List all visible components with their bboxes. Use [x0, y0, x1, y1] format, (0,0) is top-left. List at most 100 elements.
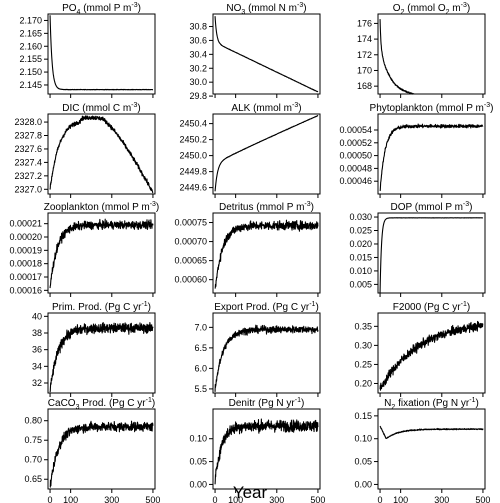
y-tick-label: 0.00065: [174, 256, 207, 266]
panel-title: DOP (mmol P m-3): [391, 201, 473, 213]
y-tick-label: 0.00070: [174, 237, 207, 247]
panel-12: F2000 (Pg C yr-1) 0.20 0.25 0.30 0.35: [354, 301, 486, 397]
y-tick-label: 32: [32, 378, 42, 388]
series-line: [214, 16, 319, 93]
title-text: (mmol P m: [80, 3, 131, 14]
series-line: [49, 321, 154, 393]
y-tick-label: 2.165: [19, 28, 42, 38]
series-line: [49, 218, 154, 289]
title-superscript: -3: [304, 201, 310, 208]
panel-4: DIC (mmol C m-3) 2327.0 2327.2 2327.4 2327.6…: [14, 102, 156, 198]
panel-title: Phytoplankton (mmol P m-3): [370, 102, 494, 114]
y-tick-label: 0.00020: [9, 232, 42, 242]
plot-frame: [212, 312, 321, 394]
series-line: [379, 123, 484, 192]
panel-title: F2000 (Pg C yr-1): [393, 301, 470, 313]
title-text: ): [138, 3, 141, 14]
panel-1: PO4 (mmol P m-3) 2.145 2.150 2.155 2.160 2.16…: [19, 2, 156, 98]
y-tick-label: 0.00017: [9, 272, 42, 282]
panel-title: Denitr (Pg N yr-1): [229, 397, 305, 409]
plot-frame: [47, 212, 156, 294]
y-tick-label: 0.75: [24, 435, 42, 445]
panel-14: Denitr (Pg N yr-1) 0.00 0.05 0.10 0 100 300 500: [189, 397, 325, 503]
y-tick-label: 36: [32, 345, 42, 355]
title-text: CaCO: [48, 398, 76, 409]
panel-5: ALK (mmol m-3) 2449.6 2449.8 2450.0 2450.2 24…: [179, 102, 321, 198]
title-text: ): [467, 3, 470, 14]
y-tick-label: 0.00054: [339, 125, 372, 135]
x-tick-label: 100: [393, 495, 408, 503]
title-text: N: [384, 398, 391, 409]
y-tick-label: 0.70: [24, 455, 42, 465]
y-tick-label: 172: [357, 50, 372, 60]
panel-title: PO4 (mmol P m-3): [62, 2, 141, 16]
title-superscript: -1: [461, 301, 467, 308]
y-tick-label: 0.00021: [9, 219, 42, 229]
title-superscript: -1: [146, 397, 152, 404]
title-text: Detritus (mmol P m: [219, 202, 304, 213]
series-line: [379, 19, 484, 95]
y-tick-label: 0.25: [354, 359, 372, 369]
series-line: [214, 324, 319, 392]
y-tick-label: 176: [357, 18, 372, 28]
y-tick-label: 2.145: [19, 80, 42, 90]
title-superscript: -1: [469, 397, 475, 404]
y-tick-label: 0.00019: [9, 245, 42, 255]
title-superscript: -3: [150, 201, 156, 208]
plot-frame: [47, 408, 156, 490]
y-tick-label: 0.00075: [174, 218, 207, 228]
y-tick-label: 2449.8: [179, 167, 207, 177]
y-tick-label: 2450.0: [179, 151, 207, 161]
plot-frame: [377, 312, 486, 394]
plot-frame: [212, 408, 321, 490]
series-line: [214, 219, 319, 289]
series-line: [379, 425, 484, 440]
y-tick-label: 0.00018: [9, 259, 42, 269]
title-text: ): [152, 398, 155, 409]
y-tick-label: 0.15: [354, 411, 372, 421]
y-tick-label: 0.35: [354, 321, 372, 331]
series-line: [49, 15, 154, 91]
title-text: ): [490, 103, 493, 114]
panel-title: Prim. Prod. (Pg C yr-1): [52, 301, 151, 313]
title-superscript: -3: [131, 102, 137, 109]
title-text: ): [315, 302, 318, 313]
y-tick-label: 6.0: [194, 363, 207, 373]
title-text: ): [475, 398, 478, 409]
y-tick-label: 2.150: [19, 67, 42, 77]
series-line: [49, 420, 154, 488]
title-superscript: -3: [131, 2, 137, 9]
y-tick-label: 0.20: [354, 378, 372, 388]
y-tick-label: 0.00048: [339, 163, 372, 173]
title-subscript: 3: [76, 404, 80, 411]
y-tick-label: 0.020: [349, 239, 372, 249]
y-tick-label: 34: [32, 361, 42, 371]
y-tick-label: 0.00060: [174, 275, 207, 285]
title-text: (mmol O: [404, 3, 445, 14]
title-text: fixation (Pg N yr: [395, 398, 470, 409]
y-tick-label: 2450.4: [179, 119, 207, 129]
plot-frame: [47, 312, 156, 394]
plot-frame: [47, 113, 156, 195]
title-text: O: [393, 3, 401, 14]
series-line: [214, 418, 319, 485]
y-tick-label: 0.00: [354, 479, 372, 489]
y-tick-label: 0.00: [189, 479, 207, 489]
title-text: ALK (mmol m: [231, 103, 292, 114]
plot-frame: [377, 113, 486, 195]
y-tick-label: 0.80: [24, 416, 42, 426]
x-tick-label: 100: [228, 495, 243, 503]
series-line: [379, 320, 484, 391]
x-tick-label: 500: [475, 495, 490, 503]
y-tick-label: 0.005: [349, 279, 372, 289]
y-tick-label: 0.015: [349, 252, 372, 262]
y-tick-label: 0.05: [354, 457, 372, 467]
y-tick-label: 2327.0: [14, 184, 42, 194]
x-tick-label: 0: [48, 495, 53, 503]
title-superscript: -3: [297, 2, 303, 9]
y-tick-label: 2328.0: [14, 117, 42, 127]
panel-title: O2 (mmol O2 m-3): [393, 2, 470, 16]
plot-frame: [212, 113, 321, 195]
title-subscript: 4: [77, 9, 81, 16]
